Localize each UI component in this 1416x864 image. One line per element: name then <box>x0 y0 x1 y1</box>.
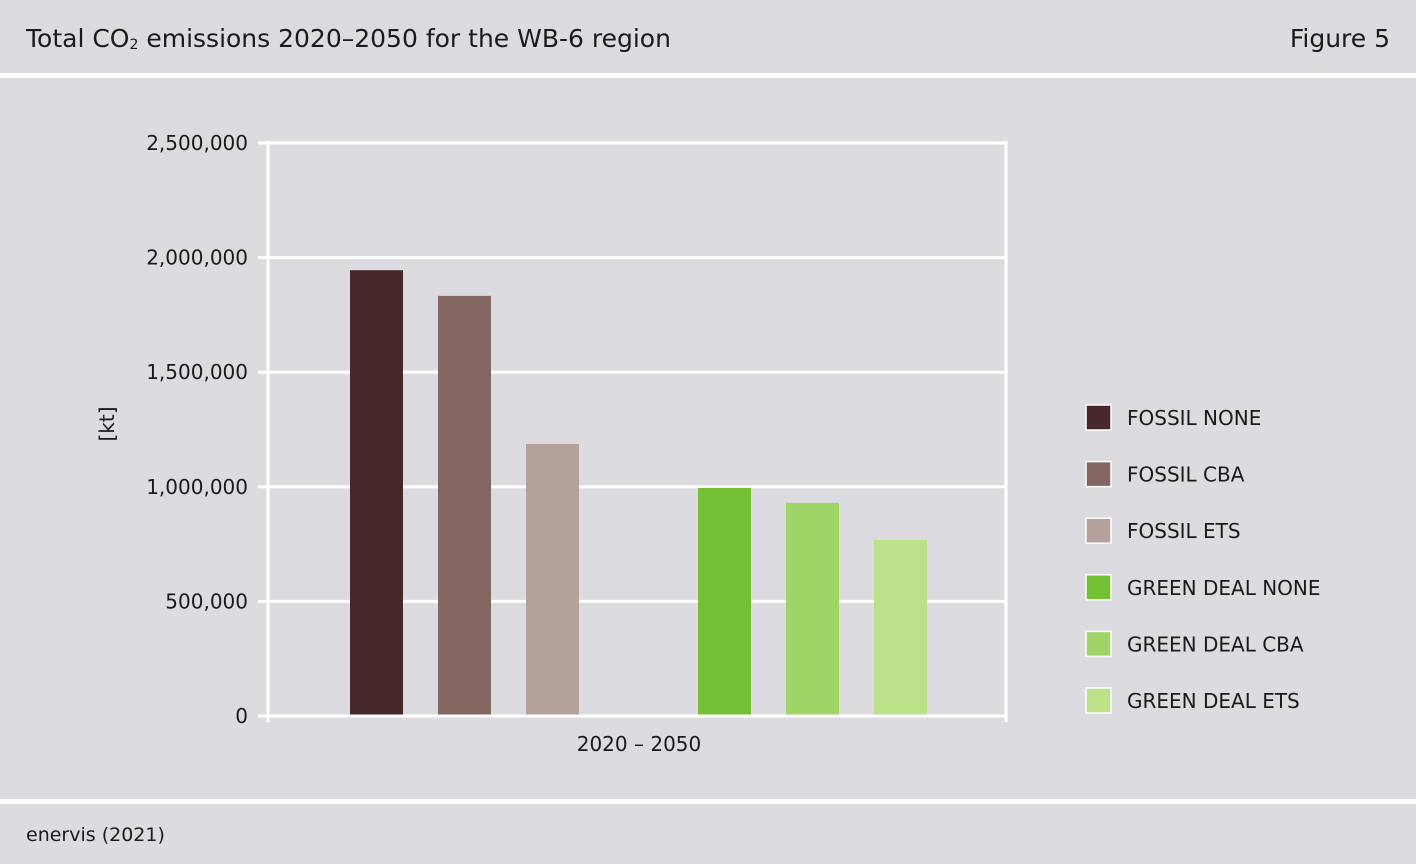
y-tick-label: 500,000 <box>165 589 248 613</box>
title-text-main: Total CO <box>26 24 130 53</box>
bar-green-deal-cba <box>786 502 839 715</box>
legend-label: GREEN DEAL ETS <box>1127 689 1300 713</box>
legend-swatch <box>1085 630 1112 658</box>
legend-label: FOSSIL CBA <box>1127 463 1245 487</box>
bar-green-deal-none <box>698 487 751 715</box>
bar-fossil-ets <box>526 443 579 715</box>
x-category-label: 2020 – 2050 <box>577 732 702 756</box>
legend-swatch <box>1085 687 1112 714</box>
y-tick-label: 0 <box>235 704 248 728</box>
bar-green-deal-ets <box>874 539 927 715</box>
legend-label: GREEN DEAL CBA <box>1127 632 1304 656</box>
legend-swatch <box>1085 517 1112 544</box>
figure-number: Figure 5 <box>1289 24 1390 53</box>
legend-swatch <box>1085 574 1112 601</box>
legend-label: FOSSIL ETS <box>1127 519 1241 543</box>
legend-swatch <box>1085 404 1112 431</box>
bar-fossil-none <box>350 270 403 715</box>
y-tick-label: 2,000,000 <box>146 246 248 270</box>
y-tick-label: 1,500,000 <box>146 360 248 384</box>
footer-divider <box>0 799 1416 804</box>
legend-swatch <box>1085 460 1112 488</box>
y-axis-label: [kt] <box>95 406 119 441</box>
bar-fossil-cba <box>438 295 491 715</box>
figure-header: Total CO2 emissions 2020–2050 for the WB… <box>0 0 1416 74</box>
header-divider <box>0 73 1416 78</box>
title-text-rest: emissions 2020–2050 for the WB-6 region <box>138 24 671 53</box>
source-note: enervis (2021) <box>26 824 165 846</box>
legend-label: FOSSIL NONE <box>1127 406 1261 430</box>
y-tick-label: 2,500,000 <box>146 131 248 155</box>
figure-title: Total CO2 emissions 2020–2050 for the WB… <box>26 22 671 56</box>
y-tick-label: 1,000,000 <box>146 475 248 499</box>
legend-label: GREEN DEAL NONE <box>1127 576 1321 600</box>
title-subscript: 2 <box>129 37 139 53</box>
